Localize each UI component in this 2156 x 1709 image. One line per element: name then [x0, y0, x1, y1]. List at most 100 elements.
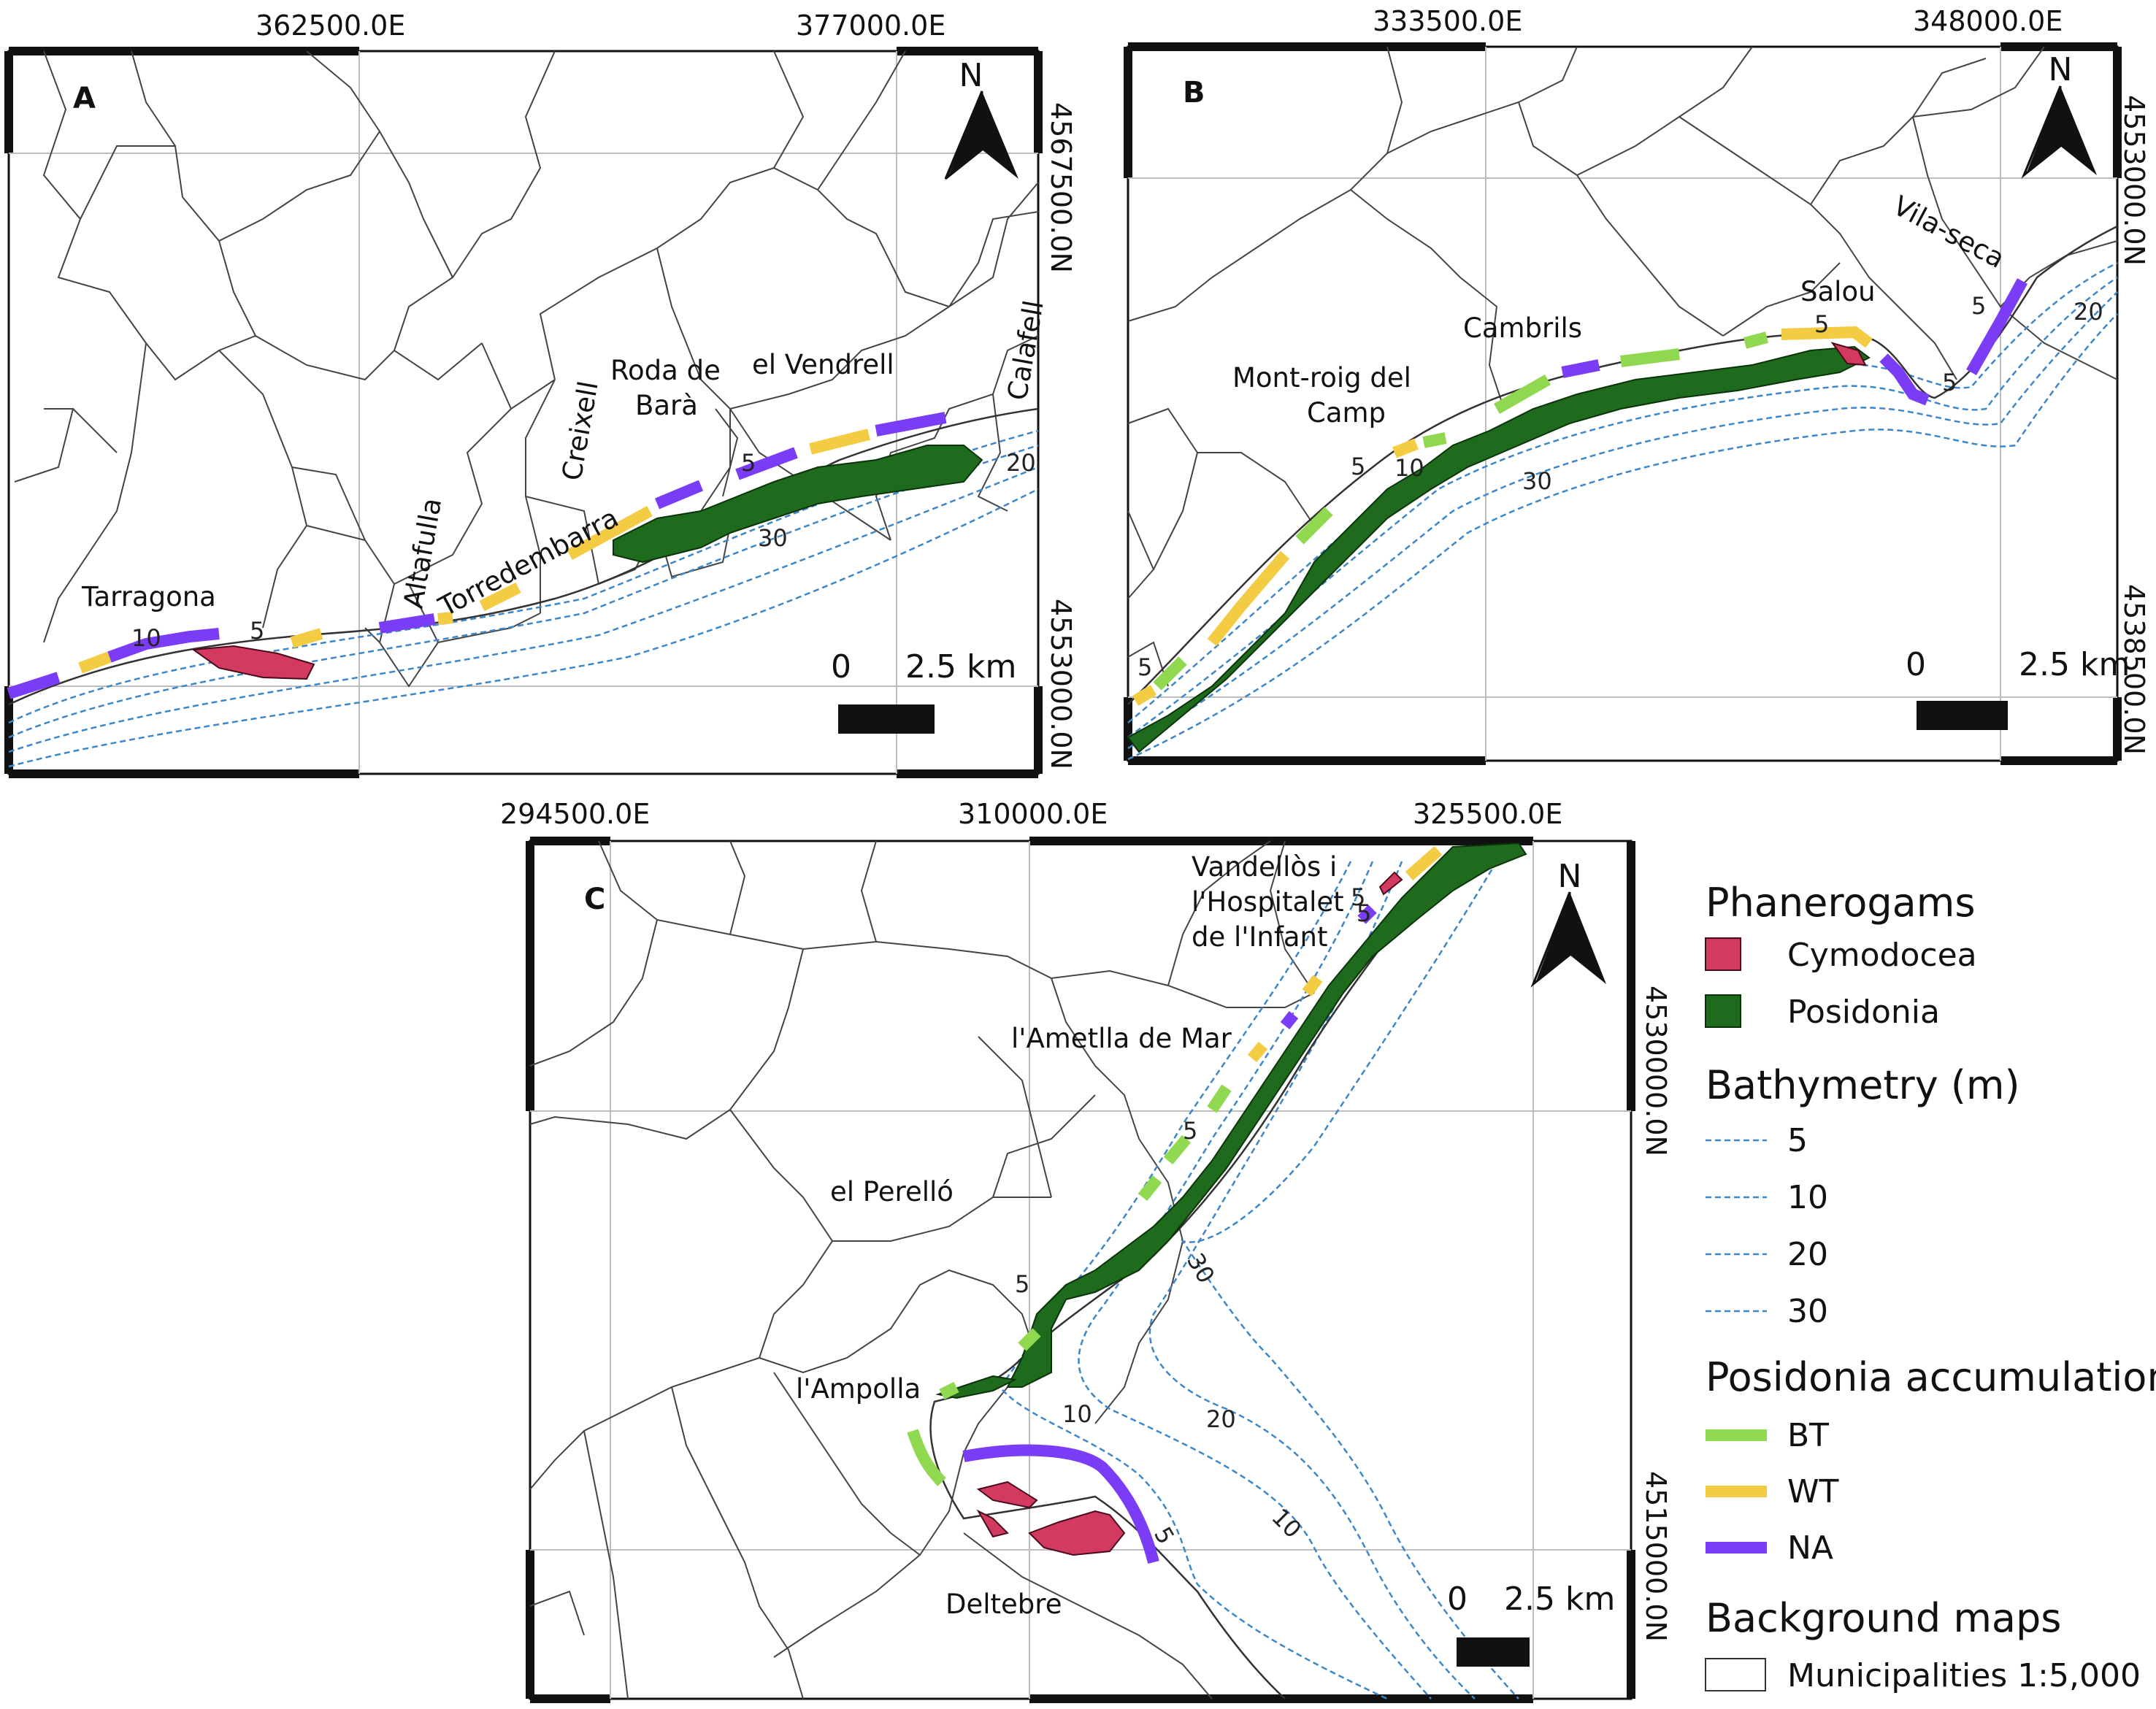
panel-c-acc-bt-1 [1207, 1084, 1232, 1113]
panel-c-acc-wt-2 [1302, 975, 1323, 996]
panel-a-posidonia-meadow [613, 445, 983, 564]
panel-b-depth-5c: 5 [1814, 310, 1829, 338]
panel-c-bath-20 [1148, 861, 1476, 1700]
panel-c-acc-bt-4 [1018, 1328, 1041, 1351]
panel-a-scale-zero: 0 [831, 648, 851, 685]
panel-a-acc-na-3 [378, 613, 436, 634]
panel-a-bath-20 [8, 466, 1039, 753]
panel-a-xtick-2: 377000.0E [796, 9, 945, 42]
panel-c-place-perello: el Perelló [830, 1176, 954, 1207]
panel-c-scale-dist: 2.5 km [1504, 1581, 1615, 1618]
panel-a-letter: A [73, 82, 96, 115]
panel-b-bath-30 [1127, 313, 2118, 761]
panel-b-place-camp: Camp [1307, 397, 1386, 429]
panel-c-acc-bt-6 [907, 1429, 946, 1486]
panel-c-north-label: N [1558, 858, 1582, 895]
legend-bath-20-label: 20 [1787, 1236, 1828, 1273]
panel-b-scale-bar [1917, 701, 2008, 730]
panel-c-scale-bar [1457, 1637, 1530, 1667]
panel-a-place-tarragona: Tarragona [81, 581, 216, 612]
panel-a-acc-wt-1 [78, 651, 112, 674]
panel-a-depth-20: 20 [1006, 449, 1036, 477]
panel-b-acc-na-1 [1561, 359, 1600, 378]
panel-c-acc-wt-1 [1405, 845, 1443, 881]
legend-accumulation-title: Posidonia accumulation [1706, 1354, 2156, 1400]
panel-b-xtick-1: 333500.0E [1373, 5, 1522, 37]
panel-a-acc-na-1 [7, 672, 61, 699]
panel-c-place-deltebre: Deltebre [945, 1589, 1062, 1620]
panel-c-place-hospitalet: l'Hospitalet [1192, 886, 1344, 918]
panel-b-scale-dist: 2.5 km [2019, 646, 2130, 683]
legend-phanerogams-title: Phanerogams [1706, 880, 1975, 926]
panel-b-ytick-2: 4538500.0N [2118, 584, 2150, 755]
panel-a-place-vendrell: el Vendrell [752, 349, 894, 380]
panel-b-depth-5b: 5 [1351, 453, 1365, 480]
legend: Phanerogams Cymodocea Posidonia Bathymet… [1705, 880, 2156, 1694]
panel-c-xtick-2: 310000.0E [958, 798, 1108, 830]
panel-c-cymodocea-delta-3 [1028, 1510, 1126, 1556]
panel-a-acc-na-6 [875, 412, 947, 437]
panel-c-cymodocea-delta-1 [976, 1481, 1038, 1509]
panel-b-letter: B [1183, 76, 1205, 110]
panel-b-depth-20: 20 [2073, 298, 2103, 326]
panel-c: 294500.0E 310000.0E 325500.0E 4530000.0N… [500, 798, 1672, 1703]
panel-a-acc-na-4 [654, 480, 704, 510]
panel-a-frame-ticks [4, 47, 1043, 778]
panel-c-depth-5c: 5 [1015, 1270, 1029, 1298]
legend-bath-5-label: 5 [1787, 1122, 1808, 1159]
panel-a-depth-10: 10 [131, 624, 161, 652]
legend-cymodocea-label: Cymodocea [1787, 937, 1977, 974]
panel-b-municipalities [1127, 46, 2118, 687]
panel-b-posidonia-meadow [1127, 345, 1871, 753]
panel-c-frame [529, 840, 1633, 1700]
panel-a-acc-wt-3 [437, 612, 453, 625]
panel-c-letter: C [584, 883, 605, 916]
panel-c-posidonia-meadow [1006, 842, 1527, 1388]
panel-a-acc-wt-2 [290, 628, 323, 648]
panel-a-ytick-1: 4567500.0N [1045, 102, 1077, 273]
panel-c-bath-30 [1180, 861, 1519, 1700]
panel-c-depth-5b: 5 [1183, 1117, 1197, 1145]
panel-b: 333500.0E 348000.0E 4553000.0N 4538500.0… [1124, 5, 2150, 765]
panel-b-acc-wt-2 [1207, 550, 1290, 646]
panel-b-grid [1128, 47, 2117, 761]
panel-b-acc-wt-3 [1392, 438, 1419, 458]
panel-c-cymodocea-vandellos [1378, 871, 1403, 896]
panel-c-place-vandellos: Vandellòs i [1192, 851, 1337, 883]
panel-c-north-arrow: N [1530, 858, 1606, 988]
panel-c-bath-10 [1078, 861, 1432, 1700]
panel-c-ytick-1: 4530000.0N [1640, 986, 1672, 1156]
panel-c-place-ampolla: l'Ampolla [796, 1373, 921, 1405]
panel-a-acc-na-5 [735, 447, 798, 480]
panel-b-acc-bt-4 [1494, 375, 1551, 414]
panel-a-scale-bar [838, 704, 935, 734]
panel-b-north-arrow: N [2021, 51, 2097, 179]
panel-b-xtick-2: 348000.0E [1913, 5, 2063, 37]
panel-b-place-salou: Salou [1800, 276, 1876, 307]
panel-b-acc-na-2 [1879, 353, 1930, 406]
panel-a-north-arrow: N [944, 57, 1018, 180]
legend-bt-label: BT [1787, 1417, 1829, 1454]
panel-b-depth-10: 10 [1395, 454, 1424, 482]
panel-b-north-label: N [2049, 51, 2073, 88]
panel-b-acc-bt-2 [1295, 507, 1333, 545]
legend-bath-10-label: 10 [1787, 1179, 1828, 1216]
panel-c-municipalities [529, 840, 1315, 1700]
legend-cymodocea-swatch [1705, 937, 1741, 971]
panel-c-xtick-3: 325500.0E [1413, 798, 1562, 830]
legend-na-label: NA [1787, 1529, 1833, 1567]
panel-b-depth-5d: 5 [1942, 369, 1957, 396]
panel-b-acc-bt-6 [1743, 331, 1769, 349]
panel-a-municipalities [14, 50, 1039, 688]
panel-a-north-label: N [959, 57, 983, 94]
panel-c-acc-bt-3 [1138, 1175, 1162, 1201]
panel-c-acc-na-3 [962, 1444, 1159, 1564]
panel-c-ytick-2: 4515000.0N [1640, 1471, 1672, 1642]
panel-b-place-cambrils: Cambrils [1463, 312, 1582, 344]
legend-bathymetry-title: Bathymetry (m) [1706, 1062, 2020, 1108]
panel-a-depth-5a: 5 [250, 617, 264, 645]
panel-a-depth-30: 30 [758, 524, 788, 552]
panel-c-depth-20: 20 [1206, 1405, 1236, 1433]
panel-a-bath-10 [8, 444, 1039, 739]
